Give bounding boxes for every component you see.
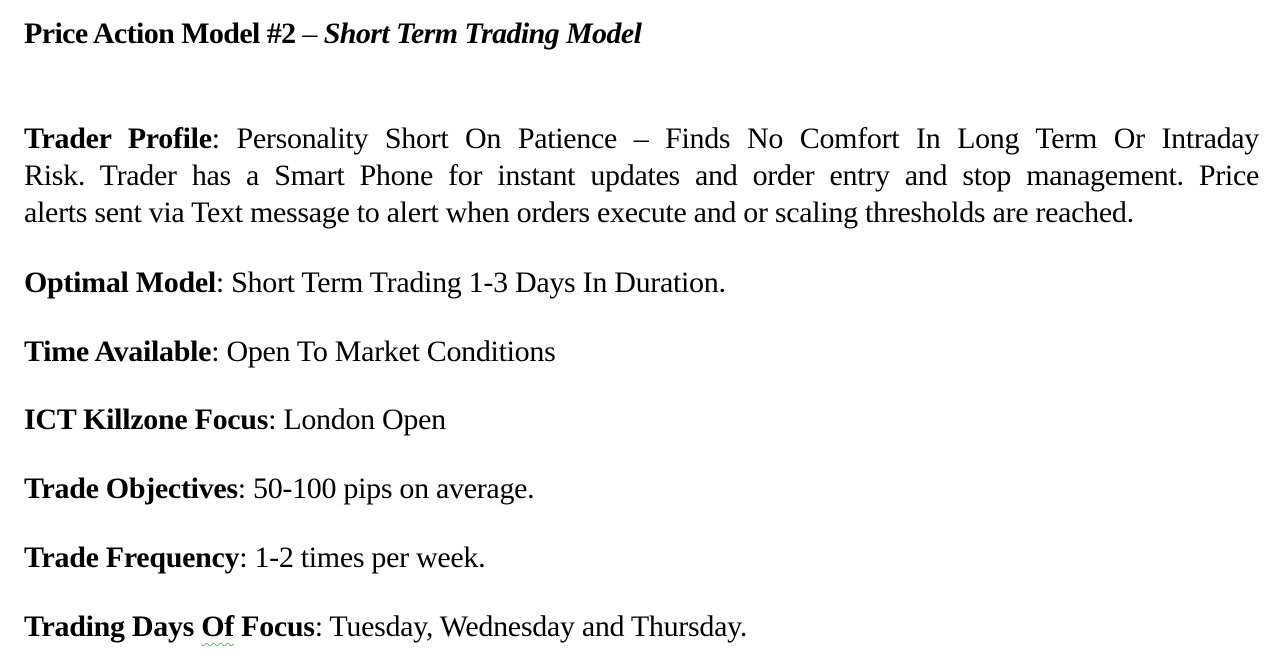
trade-objectives-colon: : <box>237 472 246 505</box>
trading-days-value: Tuesday, Wednesday and Thursday. <box>322 610 748 643</box>
trade-objectives-value: 50-100 pips on average. <box>245 472 535 505</box>
trader-profile-paragraph: Trader Profile: Personality Short On Pat… <box>24 120 1259 231</box>
trading-days-paragraph: Trading Days Of Focus: Tuesday, Wednesda… <box>24 608 747 645</box>
killzone-value: London Open <box>276 403 446 436</box>
trade-frequency-paragraph: Trade Frequency: 1-2 times per week. <box>24 539 486 576</box>
trade-frequency-label: Trade Frequency <box>24 541 240 574</box>
trading-days-label-c: Focus <box>233 610 315 643</box>
time-available-value: Open To Market Conditions <box>219 335 556 368</box>
title-dash: – <box>295 17 324 50</box>
trader-profile-line-3: alerts sent via Text message to alert wh… <box>24 196 1134 229</box>
trader-profile-colon: : <box>211 122 220 155</box>
trade-objectives-paragraph: Trade Objectives: 50-100 pips on average… <box>24 470 535 507</box>
title-italic: Short Term Trading Model <box>323 17 642 50</box>
time-available-label: Time Available <box>24 335 212 368</box>
time-available-colon: : <box>211 335 220 368</box>
optimal-model-paragraph: Optimal Model: Short Term Trading 1-3 Da… <box>24 264 726 301</box>
optimal-model-label: Optimal Model <box>24 266 216 299</box>
trade-frequency-value: 1-2 times per week. <box>247 541 486 574</box>
trade-frequency-colon: : <box>239 541 248 574</box>
trader-profile-label: Trader Profile <box>24 122 212 155</box>
document-title: Price Action Model #2 – Short Term Tradi… <box>24 14 642 54</box>
trader-profile-line-1: Trader Profile: Personality Short On Pat… <box>24 120 1259 157</box>
optimal-model-value: Short Term Trading 1-3 Days In Duration. <box>223 266 726 299</box>
title-bold: Price Action Model #2 <box>24 17 296 50</box>
killzone-label: ICT Killzone Focus <box>24 403 269 436</box>
optimal-model-colon: : <box>215 266 224 299</box>
trader-profile-line-2: Risk. Trader has a Smart Phone for insta… <box>24 159 1259 192</box>
trading-days-colon: : <box>314 610 323 643</box>
killzone-colon: : <box>268 403 277 436</box>
trader-profile-text-1: Personality Short On Patience – Finds No… <box>219 122 1260 155</box>
trading-days-label-a: Trading Days <box>24 610 202 643</box>
killzone-paragraph: ICT Killzone Focus: London Open <box>24 401 446 438</box>
trading-days-label-of: Of <box>201 610 234 643</box>
trade-objectives-label: Trade Objectives <box>24 472 238 505</box>
time-available-paragraph: Time Available: Open To Market Condition… <box>24 333 556 370</box>
